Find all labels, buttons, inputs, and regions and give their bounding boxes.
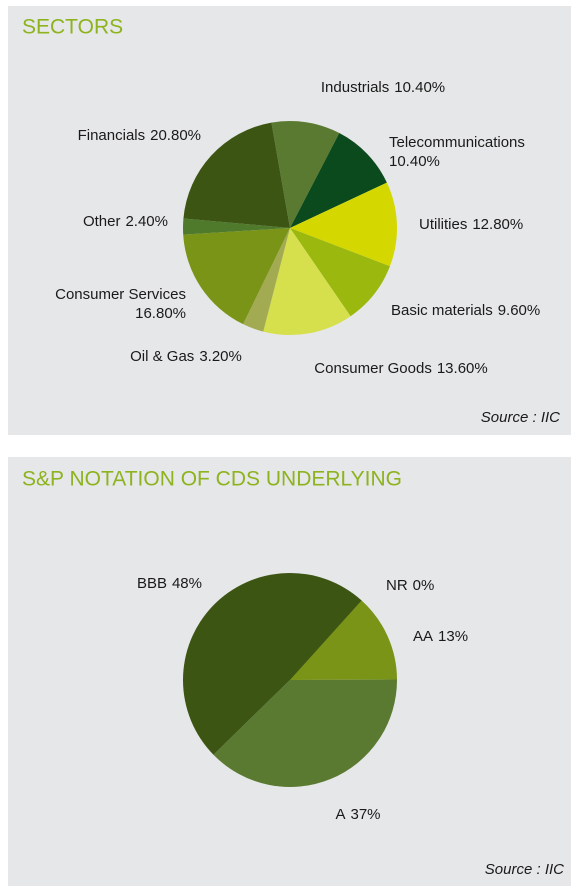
pie-slice — [263, 228, 351, 335]
category-label: Oil & Gas — [130, 348, 194, 365]
slice-label: Consumer Services 16.80% — [55, 286, 186, 322]
value-label: 0% — [413, 577, 435, 594]
slice-label: AA 13% — [413, 628, 468, 645]
value-label: 12.80% — [472, 216, 523, 233]
pie-slice — [213, 679, 397, 787]
value-label: 10.40% — [389, 153, 440, 170]
pie-slice — [183, 573, 362, 755]
slice-label: Financials 20.80% — [78, 127, 201, 144]
category-label: Other — [83, 213, 121, 230]
source: Source : IIC — [485, 861, 564, 878]
slice-label: A 37% — [335, 806, 380, 823]
pie-slice — [243, 228, 290, 332]
value-label: 13.60% — [437, 360, 488, 377]
pie-slice — [290, 182, 397, 267]
category-label: NR — [386, 577, 408, 594]
pie-slice — [290, 133, 387, 228]
category-label: Telecommunications — [389, 134, 525, 151]
pie-slice — [290, 228, 390, 317]
slice-label: Basic materials 9.60% — [391, 302, 540, 319]
value-label: 2.40% — [125, 213, 168, 230]
category-label: Consumer Goods — [314, 360, 432, 377]
category-label: Industrials — [321, 79, 389, 96]
slice-label: Other 2.40% — [83, 213, 168, 230]
value-label: 13% — [438, 628, 468, 645]
pie-slice — [183, 122, 290, 228]
value-label: 20.80% — [150, 127, 201, 144]
slice-label: BBB 48% — [137, 575, 202, 592]
category-label: AA — [413, 628, 433, 645]
pie-slice — [290, 600, 397, 680]
category-label: BBB — [137, 575, 167, 592]
value-label: 48% — [172, 575, 202, 592]
source: Source : IIC — [481, 409, 560, 426]
value-label: 37% — [350, 806, 380, 823]
slice-label: Telecommunications 10.40% — [389, 134, 525, 170]
category-label: A — [335, 806, 345, 823]
slice-label: Consumer Goods 13.60% — [314, 360, 487, 377]
category-label: Utilities — [419, 216, 467, 233]
slice-label: Industrials 10.40% — [321, 79, 445, 96]
slice-label: Utilities 12.80% — [419, 216, 523, 233]
category-label: Consumer Services — [55, 286, 186, 303]
value-label: 9.60% — [498, 302, 541, 319]
value-label: 3.20% — [199, 348, 242, 365]
pie-slice — [183, 228, 290, 325]
chart-title: S&P NOTATION OF CDS UNDERLYING — [22, 468, 402, 491]
category-label: Financials — [78, 127, 146, 144]
category-label: Basic materials — [391, 302, 493, 319]
chart-title: SECTORS — [22, 16, 123, 39]
value-label: 10.40% — [394, 79, 445, 96]
value-label: 16.80% — [135, 305, 186, 322]
pie-slice — [271, 120, 340, 228]
slice-label: NR 0% — [386, 577, 434, 594]
pie-slice — [183, 218, 290, 235]
slice-label: Oil & Gas 3.20% — [130, 348, 242, 365]
